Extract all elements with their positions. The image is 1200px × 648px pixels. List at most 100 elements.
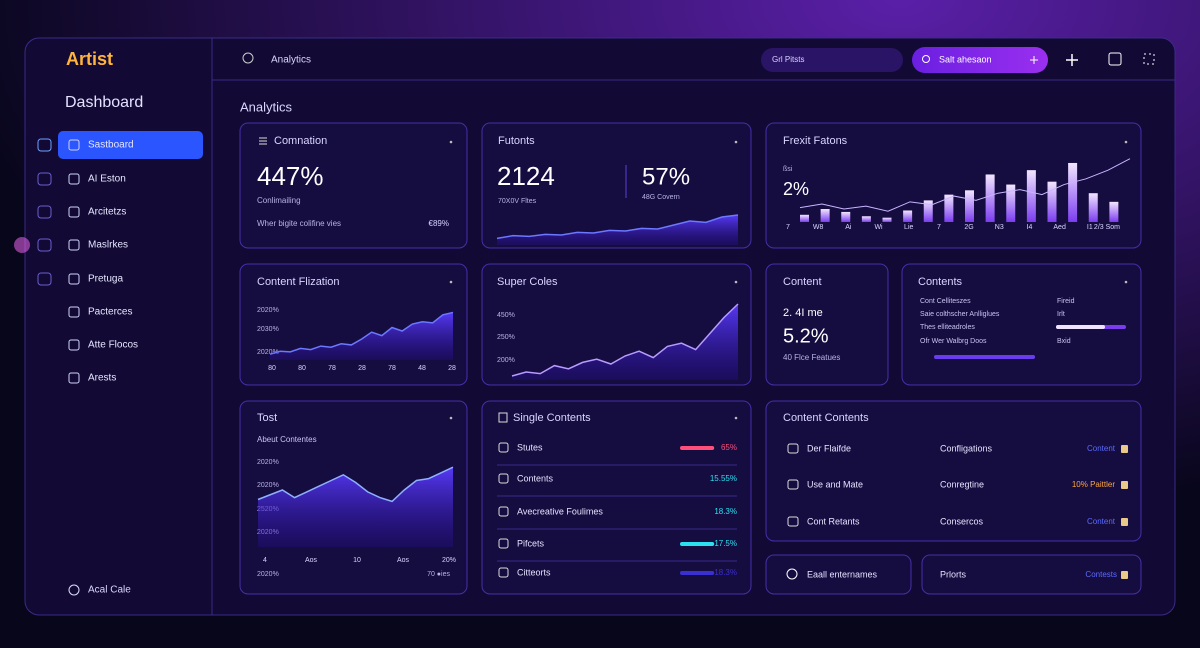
bar xyxy=(903,210,913,222)
sidebar-footer[interactable]: Acal Cale xyxy=(88,585,131,596)
y-tick-label: 2020% xyxy=(257,459,279,466)
bar xyxy=(800,214,809,222)
label: Bxid xyxy=(1057,338,1071,345)
card xyxy=(921,554,1142,595)
card xyxy=(239,122,468,249)
x-tick-label: 7 xyxy=(786,224,790,231)
nav-icon xyxy=(68,306,80,318)
label: Cont Retants xyxy=(807,516,860,526)
x-tick-label: 7 xyxy=(937,224,941,231)
y-tick-label: 2020% xyxy=(257,482,279,489)
card-menu[interactable] xyxy=(734,280,738,284)
nav-item[interactable]: Pretuga xyxy=(88,274,123,285)
nav-item[interactable]: Maslrkes xyxy=(88,240,128,251)
filter-input[interactable] xyxy=(761,48,903,72)
nav-item[interactable]: AI Eston xyxy=(88,174,126,185)
label: Ofr Wer Walbrg Doos xyxy=(920,338,987,345)
label: 17.5% xyxy=(714,539,737,548)
card-menu[interactable] xyxy=(449,280,453,284)
bar xyxy=(841,211,851,222)
nav-icon xyxy=(68,173,80,185)
row-icon xyxy=(498,538,509,549)
label: Fireid xyxy=(1057,298,1075,305)
label: 70 ●ies xyxy=(427,571,450,578)
y-tick-label: 200% xyxy=(497,357,515,364)
bar xyxy=(1068,162,1078,222)
card-menu[interactable] xyxy=(449,416,453,420)
nav-item[interactable]: Arests xyxy=(88,373,116,384)
nav-item[interactable]: Arcitetzs xyxy=(88,207,126,218)
add-icon[interactable] xyxy=(1066,54,1078,66)
card xyxy=(765,122,1142,249)
x-tick-label: N3 xyxy=(995,224,1004,231)
action-button[interactable] xyxy=(912,47,1048,73)
card xyxy=(481,400,752,595)
row-icon xyxy=(787,516,799,527)
y-tick-label: 2020% xyxy=(257,307,279,314)
label[interactable]: Contests xyxy=(1085,570,1117,579)
button-text[interactable]: Salt ahesaon xyxy=(939,54,992,64)
badge xyxy=(1121,518,1128,526)
bar xyxy=(1026,170,1036,222)
area xyxy=(258,467,453,547)
card-menu[interactable] xyxy=(734,416,738,420)
nav-icon xyxy=(68,273,80,285)
icon xyxy=(786,568,798,580)
label: Saie colthscher Anlliglues xyxy=(920,311,1000,318)
x-tick-label: Ai xyxy=(845,224,852,231)
label[interactable]: 10% Paittler xyxy=(1072,480,1115,489)
grid-icon[interactable] xyxy=(1143,53,1155,65)
nav-active[interactable] xyxy=(58,131,203,159)
window-icon[interactable] xyxy=(1108,52,1122,66)
label: Conlimailing xyxy=(257,196,301,205)
plus-icon[interactable] xyxy=(1030,56,1038,64)
card-title: Content Contents xyxy=(783,412,869,424)
x-tick-label: 2/3 Som xyxy=(1094,224,1120,231)
label[interactable]: Content xyxy=(1087,444,1116,453)
label[interactable]: Content xyxy=(1087,517,1116,526)
metric: 447% xyxy=(257,161,324,191)
x-tick-label: Lie xyxy=(904,224,913,231)
row-icon xyxy=(498,442,509,453)
label: Pifcets xyxy=(517,538,545,548)
line xyxy=(269,311,454,355)
progress xyxy=(934,355,1035,359)
row-icon xyxy=(498,567,509,578)
area xyxy=(512,304,738,380)
nav-item[interactable]: Atte Flocos xyxy=(88,340,138,351)
label: Thes elliteadroles xyxy=(920,324,975,331)
progress xyxy=(680,542,715,546)
label: Wher bigite colifine vies xyxy=(257,219,341,228)
x-tick-label: 78 xyxy=(388,365,396,372)
card xyxy=(765,263,889,386)
search-text[interactable]: Analytics xyxy=(271,55,311,66)
card-title: Tost xyxy=(257,412,277,424)
card-menu[interactable] xyxy=(449,140,453,144)
card-menu[interactable] xyxy=(734,140,738,144)
bar xyxy=(882,217,892,222)
row-icon xyxy=(787,479,799,490)
x-tick-label: Aos xyxy=(397,557,410,564)
label: Der Flaifde xyxy=(807,443,851,453)
nav-item[interactable]: Pacterces xyxy=(88,307,132,318)
card-menu[interactable] xyxy=(1124,280,1128,284)
card-title: Comnation xyxy=(274,135,327,147)
nav-icon xyxy=(68,139,80,151)
nav-side-icon xyxy=(37,272,52,286)
label: Conregtine xyxy=(940,479,984,489)
metric: 2124 xyxy=(497,161,555,191)
title-icon xyxy=(498,412,508,423)
nav-item[interactable]: Sastboard xyxy=(88,140,134,151)
x-tick-label: Aos xyxy=(305,557,318,564)
card-menu[interactable] xyxy=(1124,140,1128,144)
badge xyxy=(1121,445,1128,453)
button-icon xyxy=(922,55,930,63)
badge xyxy=(1121,481,1128,489)
y-tick-label: 2030% xyxy=(257,326,279,333)
label: Avecreative Foulimes xyxy=(517,506,603,516)
search-icon[interactable] xyxy=(242,52,254,64)
x-tick-label: W8 xyxy=(813,224,824,231)
label: 2020% xyxy=(257,571,279,578)
x-tick-label: 80 xyxy=(298,365,306,372)
